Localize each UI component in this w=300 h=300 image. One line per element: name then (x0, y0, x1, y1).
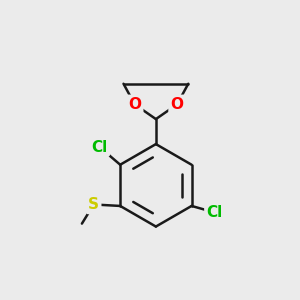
Text: O: O (128, 97, 141, 112)
Text: Cl: Cl (206, 205, 223, 220)
Text: O: O (171, 97, 184, 112)
Text: Cl: Cl (92, 140, 108, 154)
Text: S: S (88, 197, 99, 212)
